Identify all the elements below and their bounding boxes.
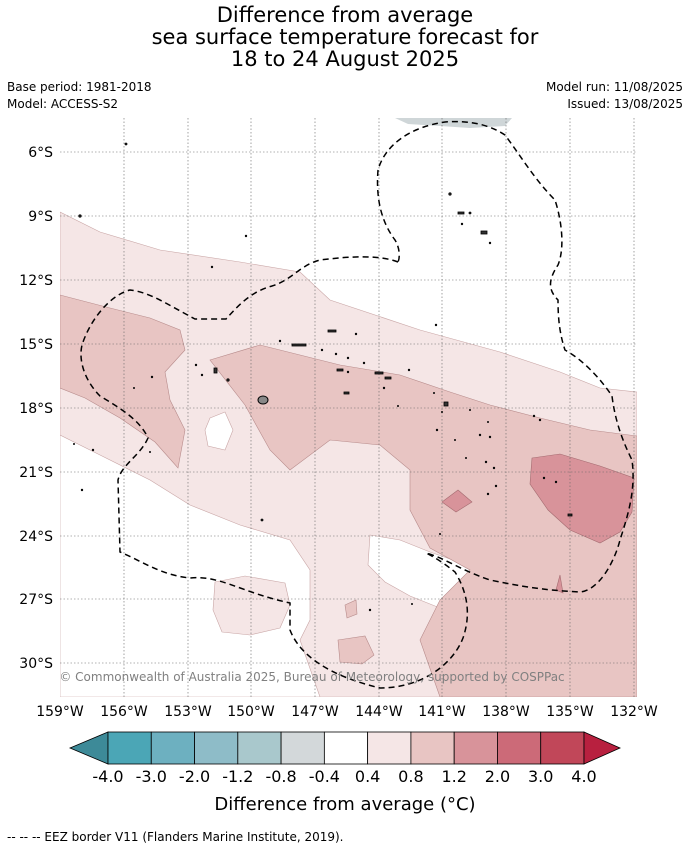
colorbar-tick: 0.4: [355, 767, 380, 786]
title-line-2: sea surface temperature forecast for: [151, 25, 539, 49]
anomaly-region-medium-main: [209, 344, 637, 697]
colorbar-tick: 2.0: [485, 767, 510, 786]
lat-label: 12°S: [19, 273, 53, 289]
title-line-3: 18 to 24 August 2025: [230, 47, 460, 71]
colorbar-tick: 1.2: [441, 767, 466, 786]
title-line-1: Difference from average: [216, 3, 474, 27]
colorbar-segment: [107, 731, 152, 765]
colorbar-segment: [497, 731, 542, 765]
colorbar-tick: -1.2: [222, 767, 253, 786]
lon-label: 138°W: [482, 704, 530, 720]
eez-borders: [80, 120, 634, 689]
pink-island-patch: [212, 575, 291, 636]
meta-left: Base period: 1981-2018 Model: ACCESS-S2: [7, 80, 152, 114]
lon-label: 141°W: [418, 704, 466, 720]
lat-label: 21°S: [19, 465, 53, 481]
lon-label: 150°W: [227, 704, 275, 720]
lon-label: 144°W: [355, 704, 403, 720]
lon-axis: 159°W 156°W 153°W 150°W 147°W 144°W 141°…: [36, 704, 658, 720]
lat-label: 9°S: [28, 209, 53, 225]
lon-label: 147°W: [291, 704, 339, 720]
island-large: [257, 395, 269, 405]
colorbar-arrow-high: [583, 731, 621, 765]
colorbar-tick: -3.0: [136, 767, 167, 786]
colorbar-tick: -4.0: [92, 767, 123, 786]
colorbar-segment: [540, 731, 585, 765]
colorbar-segment: [150, 731, 195, 765]
colorbar-segment: [194, 731, 239, 765]
lat-label: 18°S: [19, 401, 53, 417]
islands: [73, 142, 573, 612]
colorbar-segment: [367, 731, 412, 765]
colorbar-tick: 3.0: [528, 767, 553, 786]
colorbar-segment: [410, 731, 455, 765]
lon-label: 159°W: [36, 704, 84, 720]
lat-label: 6°S: [28, 145, 53, 161]
lon-label: 132°W: [610, 704, 658, 720]
lon-label: 135°W: [546, 704, 594, 720]
colorbar-tick: -0.4: [309, 767, 340, 786]
colorbar: [68, 731, 621, 765]
colorbar-label: Difference from average (°C): [214, 794, 476, 815]
anomaly-region-medium-west: [60, 294, 186, 469]
colorbar-tick: 4.0: [571, 767, 596, 786]
anomaly-region-medium-south: [337, 635, 375, 665]
colorbar-tick: 0.8: [398, 767, 423, 786]
colorbar-segment: [323, 731, 369, 765]
anomaly-region-strong-small: [441, 489, 473, 513]
colorbar-arrow-low: [68, 731, 109, 765]
lat-label: 24°S: [19, 529, 53, 545]
cool-region-top: [395, 118, 512, 128]
anomaly-region-strong: [529, 453, 635, 544]
issued-date: Issued: 13/08/2025: [567, 97, 683, 111]
anomaly-region-strong-spike: [555, 574, 564, 594]
copyright-text: © Commonwealth of Australia 2025, Bureau…: [59, 670, 564, 684]
colorbar-segment: [237, 731, 282, 765]
model-name: Model: ACCESS-S2: [7, 97, 119, 111]
colorbar-tick: -2.0: [179, 767, 210, 786]
colorbar-tick: -0.8: [265, 767, 296, 786]
colorbar-ticks: -4.0 -3.0 -2.0 -1.2 -0.8 -0.4 0.4 0.8 1.…: [92, 767, 596, 786]
footer-note: -- -- -- EEZ border V11 (Flanders Marine…: [7, 830, 344, 844]
lat-label: 15°S: [19, 337, 53, 353]
gridlines: [60, 118, 637, 697]
neutral-patch-small: [204, 411, 234, 451]
map-title: Difference from average sea surface temp…: [0, 4, 690, 70]
lon-label: 153°W: [164, 704, 212, 720]
lat-axis: 6°S 9°S 12°S 15°S 18°S 21°S 24°S 27°S 30…: [19, 145, 53, 672]
model-run: Model run: 11/08/2025: [545, 80, 683, 94]
colorbar-segment: [453, 731, 498, 765]
anomaly-region-medium-tiny: [344, 599, 358, 619]
lat-label: 30°S: [19, 656, 53, 672]
base-period: Base period: 1981-2018: [7, 80, 152, 94]
map-area: © Commonwealth of Australia 2025, Bureau…: [59, 118, 637, 697]
meta-right: Model run: 11/08/2025 Issued: 13/08/2025: [546, 80, 683, 114]
colorbar-segment: [280, 731, 325, 765]
lat-label: 27°S: [19, 592, 53, 608]
lon-label: 156°W: [100, 704, 148, 720]
